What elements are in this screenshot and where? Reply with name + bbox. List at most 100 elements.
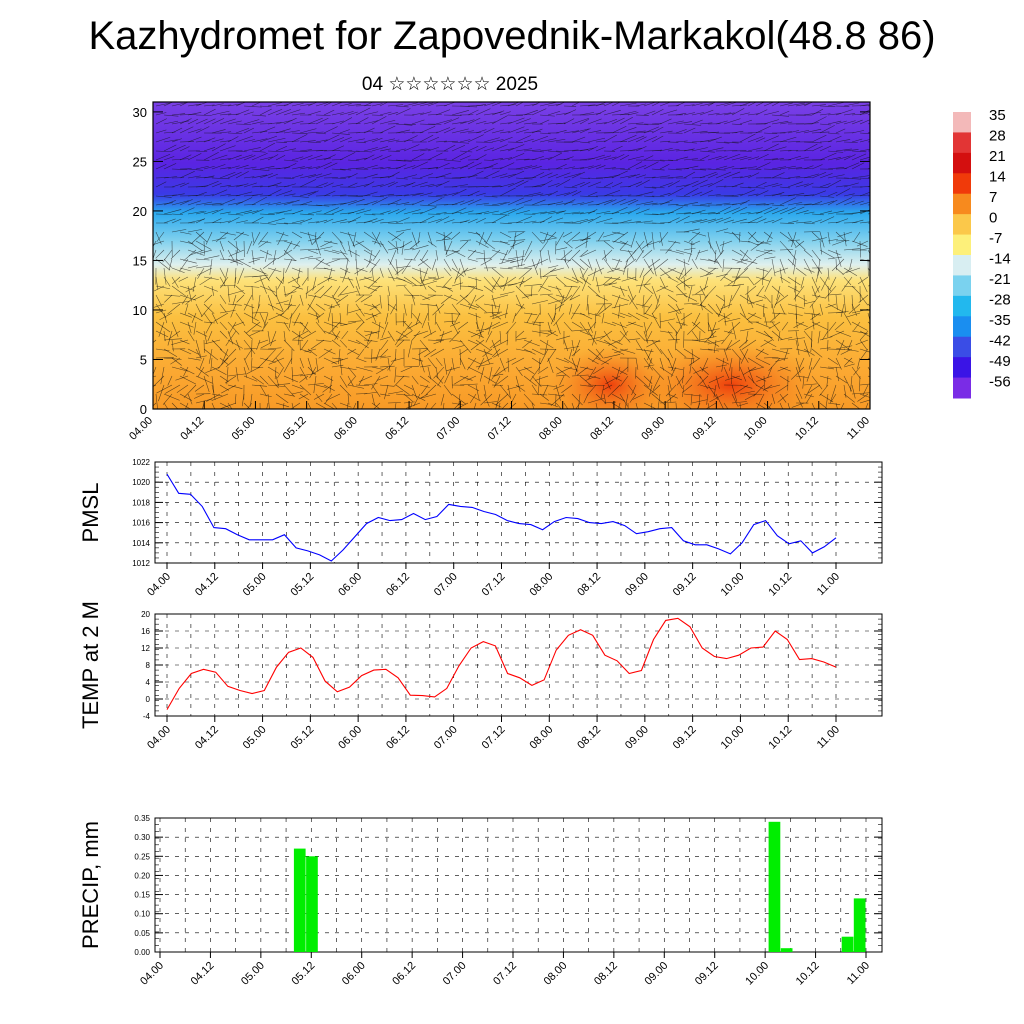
wind-barb xyxy=(731,249,743,256)
wind-barb xyxy=(197,267,213,276)
wind-barb xyxy=(163,176,178,179)
wind-barb xyxy=(459,303,478,310)
wind-barb xyxy=(163,156,175,161)
wind-barb xyxy=(258,240,269,248)
wind-barb xyxy=(259,173,273,179)
wind-barb xyxy=(771,158,784,161)
wind-barb xyxy=(435,119,452,125)
wind-barb xyxy=(721,357,725,372)
wind-barb xyxy=(619,194,632,197)
wind-barb xyxy=(156,231,165,242)
wind-barb xyxy=(259,105,272,108)
wind-barb xyxy=(155,393,158,409)
wind-barb xyxy=(547,357,554,374)
wind-barb xyxy=(163,163,177,170)
wind-barb xyxy=(433,366,445,379)
wind-barb xyxy=(723,348,729,362)
y-axis-label: PMSL xyxy=(78,483,103,543)
wind-barb xyxy=(283,330,286,342)
wind-barb xyxy=(403,276,417,286)
wind-barb xyxy=(531,231,543,244)
wind-barb xyxy=(859,186,870,188)
wind-barb xyxy=(442,231,453,241)
wind-barb xyxy=(707,217,724,224)
wind-barb xyxy=(518,366,533,372)
wind-barb xyxy=(667,217,680,224)
wind-barb xyxy=(515,210,530,215)
wind-barb xyxy=(171,339,189,346)
wind-barb xyxy=(323,240,338,245)
wind-barb xyxy=(427,375,442,388)
wind-barb xyxy=(843,363,855,368)
wind-barb xyxy=(387,181,398,188)
wind-barb xyxy=(259,184,278,188)
wind-barb xyxy=(829,330,845,338)
wind-barb xyxy=(195,303,203,317)
wind-barb xyxy=(715,206,731,215)
wind-barb xyxy=(843,357,854,363)
wind-barb xyxy=(483,375,497,384)
wind-barb xyxy=(483,163,498,170)
wind-barb xyxy=(339,240,346,253)
x-tick-label: 09.12 xyxy=(671,571,699,599)
wind-barb xyxy=(491,312,502,320)
wind-barb xyxy=(195,339,201,357)
wind-barb xyxy=(675,249,693,255)
wind-barb xyxy=(859,132,870,134)
wind-barb xyxy=(219,167,231,170)
x-tick-label: 08.00 xyxy=(542,960,570,988)
wind-barb xyxy=(275,222,288,225)
x-tick-label: 06.00 xyxy=(336,724,364,752)
wind-barb xyxy=(693,366,709,374)
wind-barb xyxy=(619,117,633,125)
wind-barb xyxy=(811,201,823,206)
wind-barb xyxy=(555,402,562,409)
wind-barb xyxy=(171,113,186,116)
wind-barb xyxy=(859,399,870,404)
wind-barb xyxy=(363,111,379,116)
wind-barb xyxy=(731,167,747,170)
wind-barb xyxy=(307,303,321,317)
wind-barb xyxy=(688,249,693,263)
wind-barb xyxy=(411,221,427,224)
wind-barb xyxy=(795,240,805,248)
wind-barb xyxy=(379,393,391,396)
wind-barb xyxy=(819,210,833,215)
wind-barb xyxy=(483,285,494,293)
y-tick-label: 5 xyxy=(140,352,147,367)
wind-barb xyxy=(409,240,421,250)
wind-barb xyxy=(418,348,429,355)
wind-barb xyxy=(851,321,868,331)
wind-barb xyxy=(531,300,549,305)
wind-barb xyxy=(347,111,358,116)
wind-barb xyxy=(827,366,841,369)
wind-barb xyxy=(851,175,870,179)
wind-barb xyxy=(563,199,576,206)
wind-barb xyxy=(179,126,194,134)
wind-barb xyxy=(555,285,566,302)
wind-barb xyxy=(363,120,379,125)
wind-barb xyxy=(235,102,246,107)
wind-barb xyxy=(531,258,538,276)
wind-barb xyxy=(802,375,805,389)
wind-barb xyxy=(215,231,229,243)
wind-barb xyxy=(456,294,469,305)
wind-barb xyxy=(243,330,253,340)
wind-barb xyxy=(451,200,465,206)
wind-barb xyxy=(723,317,741,323)
wind-barb xyxy=(587,398,605,404)
wind-barb xyxy=(857,393,869,402)
wind-barb xyxy=(315,157,332,161)
wind-barb xyxy=(675,312,683,329)
wind-barb xyxy=(558,294,565,312)
wind-barb xyxy=(855,339,869,345)
wind-barb xyxy=(523,348,536,355)
wind-barb xyxy=(291,219,305,224)
wind-barb xyxy=(683,228,700,233)
wind-barb xyxy=(251,168,270,171)
wind-barb xyxy=(411,312,423,325)
wind-barb xyxy=(261,321,269,332)
wind-barb xyxy=(715,312,730,320)
wind-barb xyxy=(819,145,832,152)
wind-barb xyxy=(299,348,312,353)
